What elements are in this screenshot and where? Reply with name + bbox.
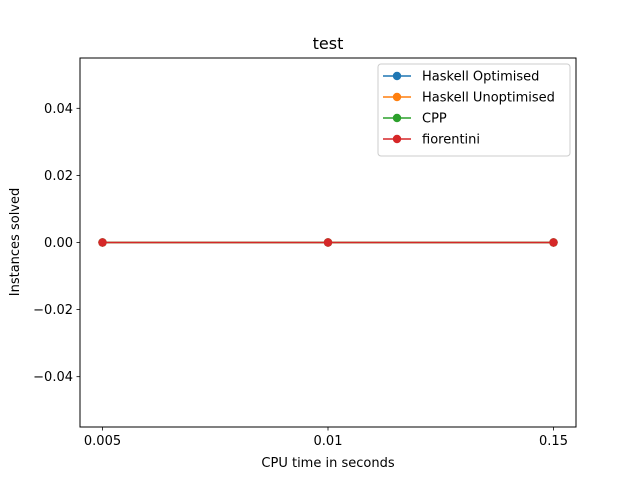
series-fiorentini [98, 238, 558, 247]
legend-marker [392, 134, 402, 144]
legend-marker [392, 71, 402, 81]
chart-title: test [313, 34, 344, 53]
x-tick-label: 0.01 [314, 434, 343, 449]
y-tick-label: 0.04 [44, 102, 73, 117]
x-tick-label: 0.005 [84, 434, 121, 449]
data-point [549, 238, 558, 247]
data-point [98, 238, 107, 247]
y-tick-label: 0.02 [44, 169, 73, 184]
y-tick-label: −0.02 [33, 303, 73, 318]
legend-box [377, 63, 571, 157]
legend-label: Haskell Unoptimised [422, 91, 555, 106]
legend: Haskell Optimised Haskell Unoptimised CPP f… [377, 63, 571, 157]
y-axis-label: Instances solved [8, 188, 23, 296]
data-point [323, 238, 333, 247]
legend-label: fiorentini [422, 133, 480, 148]
legend-label: CPP [422, 112, 447, 127]
x-tick-label: 0.15 [539, 434, 568, 449]
legend-marker [392, 113, 402, 123]
legend-marker [392, 92, 402, 102]
y-tick-label: 0.00 [44, 236, 73, 251]
plot-area: −0.04 −0.02 0.00 0.02 0.04 0.005 0.01 0.15 [33, 57, 577, 449]
y-tick-label: −0.04 [33, 370, 73, 385]
legend-label: Haskell Optimised [422, 70, 539, 85]
x-axis-label: CPU time in seconds [261, 456, 394, 471]
